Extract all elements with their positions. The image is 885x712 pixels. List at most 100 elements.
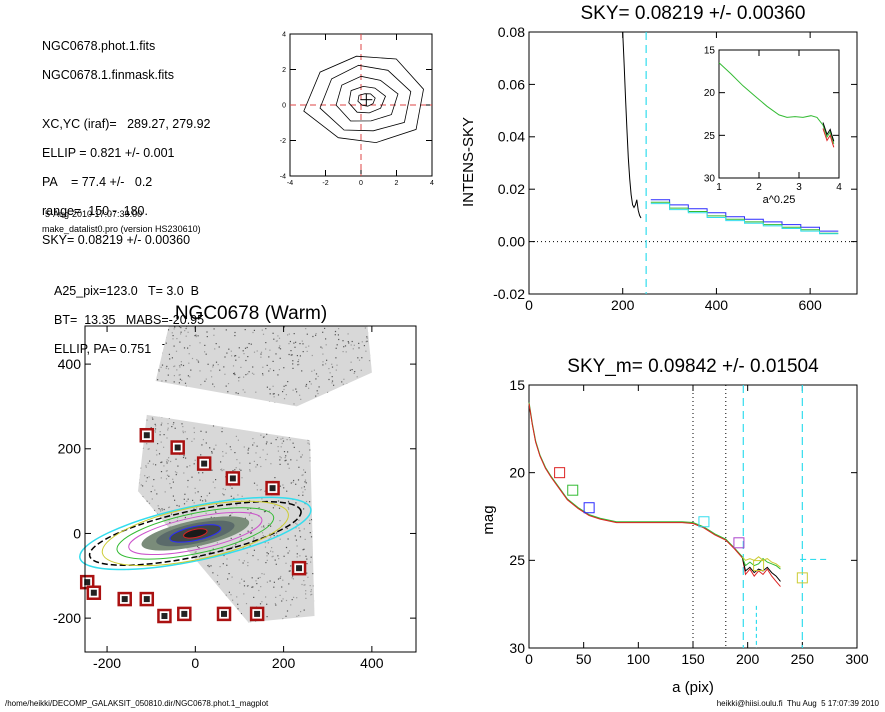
contour-xtick-label: 0	[359, 180, 363, 187]
galaxy-speckle	[117, 571, 118, 572]
galaxy-speckle	[328, 368, 330, 370]
galaxy-speckle	[215, 511, 217, 513]
galaxy-speckle	[158, 347, 161, 349]
galaxy-speckle	[368, 622, 369, 623]
galaxy-speckle	[106, 385, 107, 386]
galaxy-speckle	[370, 354, 372, 356]
galaxy-speckle	[121, 343, 122, 344]
galaxy-speckle	[200, 645, 201, 646]
galaxy-speckle	[359, 520, 361, 522]
galaxy-speckle	[158, 453, 161, 455]
galaxy-speckle	[168, 353, 170, 355]
galaxy-speckle	[250, 343, 252, 345]
galaxy-speckle	[110, 438, 111, 439]
galaxy-speckle	[197, 420, 199, 423]
galaxy-speckle	[228, 573, 230, 575]
galaxy-speckle	[187, 556, 189, 558]
galaxy-speckle	[85, 422, 86, 423]
galaxy-speckle	[252, 444, 254, 446]
galaxy-speckle	[294, 346, 296, 348]
galaxy-speckle	[123, 484, 124, 485]
galaxy-speckle	[136, 390, 137, 391]
galaxy-speckle	[320, 617, 322, 619]
sky-ytick-label: 0.06	[498, 76, 525, 92]
galaxy-speckle	[226, 352, 228, 354]
galaxy-speckle	[209, 411, 211, 413]
galaxy-speckle	[112, 453, 113, 454]
galaxy-speckle	[159, 650, 160, 651]
sky-frame	[528, 31, 858, 295]
galaxy-speckle	[249, 462, 251, 464]
galaxy-speckle	[406, 605, 407, 606]
galaxy-speckle	[113, 329, 114, 330]
galaxy-speckle	[180, 364, 182, 366]
galaxy-speckle	[277, 374, 279, 376]
galaxy-speckle	[157, 556, 159, 558]
galaxy-speckle	[251, 577, 253, 579]
galaxy-speckle	[344, 345, 347, 347]
galaxy-speckle	[332, 447, 334, 449]
galaxy-speckle	[309, 629, 310, 630]
galaxy-speckle	[156, 602, 158, 604]
galaxy-speckle	[358, 528, 360, 530]
galaxy-speckle	[251, 372, 254, 374]
mask-box-core	[143, 596, 150, 603]
galaxy-speckle	[124, 532, 125, 533]
galaxy-speckle	[295, 341, 297, 343]
galaxy-speckle	[237, 603, 239, 605]
galaxy-speckle	[146, 408, 148, 410]
galaxy-speckle	[108, 463, 109, 464]
sky-xtick-label: 600	[798, 297, 822, 313]
galaxy-speckle	[202, 472, 204, 474]
galaxy-speckle	[323, 645, 324, 646]
galaxy-speckle	[351, 369, 353, 371]
galaxy-speckle	[338, 393, 340, 395]
mag-xtick-label: 300	[845, 651, 869, 667]
galaxy-speckle	[236, 610, 238, 612]
galaxy-speckle	[379, 635, 380, 636]
galaxy-speckle	[197, 360, 199, 362]
galaxy-speckle	[135, 328, 136, 329]
galaxy-speckle	[254, 399, 256, 401]
galaxy-speckle	[381, 355, 382, 356]
galaxy-speckle	[105, 551, 106, 552]
galaxy-speckle	[397, 385, 398, 386]
galaxy-speckle	[123, 558, 124, 559]
galaxy-speckle	[250, 532, 253, 534]
galaxy-speckle	[111, 619, 112, 620]
galaxy-speckle	[160, 510, 162, 512]
galaxy-speckle	[344, 596, 346, 598]
galaxy-speckle	[123, 436, 124, 437]
galaxy-speckle	[132, 530, 133, 531]
galaxy-speckle	[247, 530, 249, 532]
galaxy-ellipse	[116, 507, 275, 560]
galaxy-speckle	[156, 493, 158, 495]
galaxy-speckle	[274, 477, 276, 479]
galaxy-speckle	[372, 546, 373, 547]
galaxy-speckle	[136, 340, 137, 341]
galaxy-speckle	[100, 511, 101, 512]
galaxy-speckle	[257, 421, 259, 423]
galaxy-speckle	[165, 389, 167, 391]
galaxy-speckle	[344, 642, 345, 643]
galaxy-speckle	[369, 535, 371, 538]
galaxy-speckle	[114, 448, 115, 449]
galaxy-speckle	[141, 526, 143, 528]
galaxy-speckle	[237, 629, 238, 630]
galaxy-speckle	[344, 593, 346, 595]
galaxy-speckle	[107, 463, 108, 464]
sky-ytick-label: 0.08	[498, 24, 525, 40]
galaxy-speckle	[113, 379, 114, 380]
galaxy-speckle	[360, 642, 361, 643]
galaxy-speckle	[291, 411, 293, 413]
galaxy-speckle	[298, 632, 299, 633]
galaxy-speckle	[171, 599, 173, 601]
galaxy-speckle	[234, 335, 236, 337]
galaxy-speckle	[210, 395, 212, 397]
galaxy-speckle	[211, 469, 213, 471]
galaxy-speckle	[301, 370, 303, 372]
galaxy-speckle	[159, 404, 161, 406]
galaxy-speckle	[101, 572, 102, 573]
galaxy-speckle	[110, 362, 111, 363]
galaxy-speckle	[413, 541, 414, 542]
